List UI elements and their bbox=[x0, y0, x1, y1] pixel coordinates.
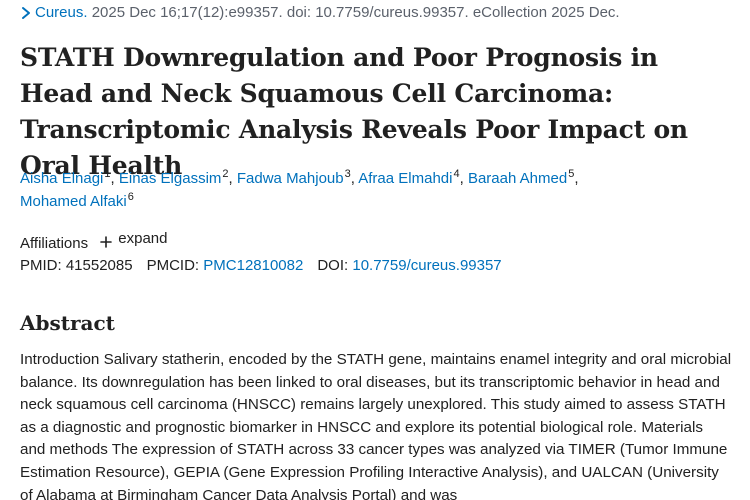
pmcid-label: PMCID: bbox=[146, 257, 200, 274]
abstract-heading: Abstract bbox=[20, 311, 115, 335]
citation-details: 2025 Dec 16;17(12):e99357. doi: 10.7759/… bbox=[91, 4, 620, 21]
journal-link[interactable]: Cureus. bbox=[35, 4, 88, 21]
doi-link[interactable]: 10.7759/cureus.99357 bbox=[352, 257, 502, 274]
pmcid-link[interactable]: PMC12810082 bbox=[203, 257, 304, 274]
article-title: STATH Downregulation and Poor Prognosis … bbox=[20, 43, 688, 180]
expand-label: expand bbox=[118, 230, 168, 247]
pmid-value: 41552085 bbox=[65, 257, 133, 274]
affiliation-number[interactable]: 3 bbox=[344, 168, 351, 180]
author-link[interactable]: Afraa Elmahdi bbox=[358, 170, 453, 187]
author-link[interactable]: Fadwa Mahjoub bbox=[236, 170, 344, 187]
affiliations-row: Affiliations expand bbox=[20, 228, 167, 255]
plus-icon bbox=[100, 233, 113, 248]
author-link[interactable]: Baraah Ahmed bbox=[467, 170, 568, 187]
affiliation-number[interactable]: 1 bbox=[104, 168, 111, 180]
author-list: Aisha Elnagi1, Einas Elgassim2, Fadwa Ma… bbox=[20, 168, 579, 211]
abstract-text: Introduction Salivary statherin, encoded… bbox=[20, 351, 732, 500]
affiliation-number[interactable]: 5 bbox=[568, 168, 575, 180]
author-link[interactable]: Mohamed Alfaki bbox=[20, 193, 127, 210]
affiliation-number[interactable]: 4 bbox=[453, 168, 460, 180]
identifiers-row: PMID: 41552085 PMCID: PMC12810082 DOI: 10.… bbox=[20, 255, 502, 277]
chevron-right-icon[interactable] bbox=[20, 3, 32, 23]
author-link[interactable]: Aisha Elnagi bbox=[20, 170, 104, 187]
affiliations-label: Affiliations bbox=[20, 235, 89, 252]
citation-line: Cureus. 2025 Dec 16;17(12):e99357. doi: … bbox=[20, 3, 620, 23]
affiliations-expand-button[interactable]: expand bbox=[100, 228, 167, 250]
doi-label: DOI: bbox=[317, 257, 349, 274]
affiliation-number[interactable]: 6 bbox=[127, 191, 134, 203]
author-link[interactable]: Einas Elgassim bbox=[118, 170, 222, 187]
affiliation-number[interactable]: 2 bbox=[222, 168, 229, 180]
pmid-label: PMID: bbox=[20, 257, 62, 274]
